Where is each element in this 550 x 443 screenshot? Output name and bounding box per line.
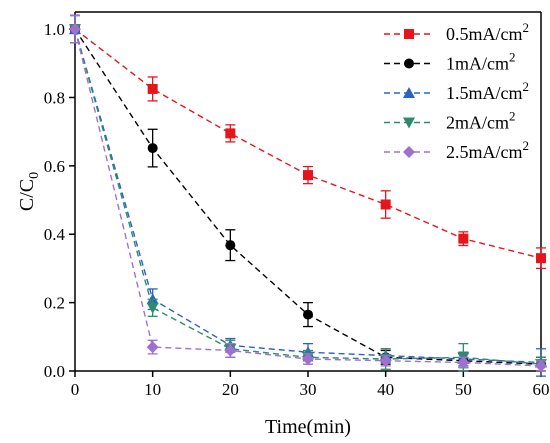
legend-marker xyxy=(403,117,415,129)
x-tick-label: 20 xyxy=(222,380,239,399)
data-point xyxy=(147,83,158,94)
data-point xyxy=(458,233,469,244)
data-point xyxy=(457,356,470,369)
legend-label: 0.5mA/cm2 xyxy=(446,20,529,44)
data-point xyxy=(302,353,314,366)
y-tick-label: 0.8 xyxy=(44,88,65,107)
data-point xyxy=(536,253,546,264)
data-point xyxy=(225,240,236,251)
legend: 0.5mA/cm2 1mA/cm2 1.5mA/cm2 2mA/cm2 2.5mA/cm… xyxy=(384,20,529,162)
legend-entry: 0.5mA/cm2 xyxy=(384,20,529,44)
data-point xyxy=(146,302,159,314)
y-tick-label: 1.0 xyxy=(44,20,65,39)
y-tick-label: 0.6 xyxy=(44,157,65,176)
data-point xyxy=(303,170,313,181)
legend-marker xyxy=(403,146,415,158)
y-tick-label: 0.0 xyxy=(44,362,65,381)
x-tick-label: 10 xyxy=(144,380,161,399)
legend-label: 2.5mA/cm2 xyxy=(446,138,529,162)
y-tick-label: 0.4 xyxy=(44,225,66,244)
y-axis-title: C/C0 xyxy=(16,172,42,211)
x-axis-title: Time(min) xyxy=(265,416,351,438)
data-point xyxy=(224,344,237,357)
legend-entry: 1.5mA/cm2 xyxy=(384,79,529,103)
x-tick-label: 50 xyxy=(455,380,472,399)
data-point xyxy=(146,341,159,354)
legend-label: 2mA/cm2 xyxy=(446,109,516,133)
y-tick-label: 0.2 xyxy=(44,294,65,313)
legend-label: 1.5mA/cm2 xyxy=(446,79,529,103)
data-point xyxy=(379,354,392,367)
x-tick-label: 40 xyxy=(377,380,394,399)
data-point xyxy=(535,359,547,372)
x-tick-label: 0 xyxy=(71,380,80,399)
legend-entry: 1mA/cm2 xyxy=(384,50,516,74)
data-point xyxy=(380,199,391,210)
legend-marker xyxy=(404,29,414,39)
data-point xyxy=(303,309,313,320)
x-tick-label: 60 xyxy=(533,380,550,399)
series-5 xyxy=(69,14,547,372)
data-point xyxy=(225,128,236,139)
x-tick-label: 30 xyxy=(300,380,317,399)
legend-marker xyxy=(404,58,414,69)
series-1 xyxy=(70,14,546,270)
legend-entry: 2.5mA/cm2 xyxy=(384,138,529,162)
plot-area: 0 10 20 30 40 50 60 0.0 0.2 0.4 0.6 0.8 1.0 Time(min)… xyxy=(16,11,550,438)
legend-label: 1mA/cm2 xyxy=(446,50,516,74)
data-point xyxy=(147,143,158,154)
legend-marker xyxy=(403,87,415,98)
legend-entry: 2mA/cm2 xyxy=(384,109,516,133)
data-point xyxy=(69,23,81,36)
